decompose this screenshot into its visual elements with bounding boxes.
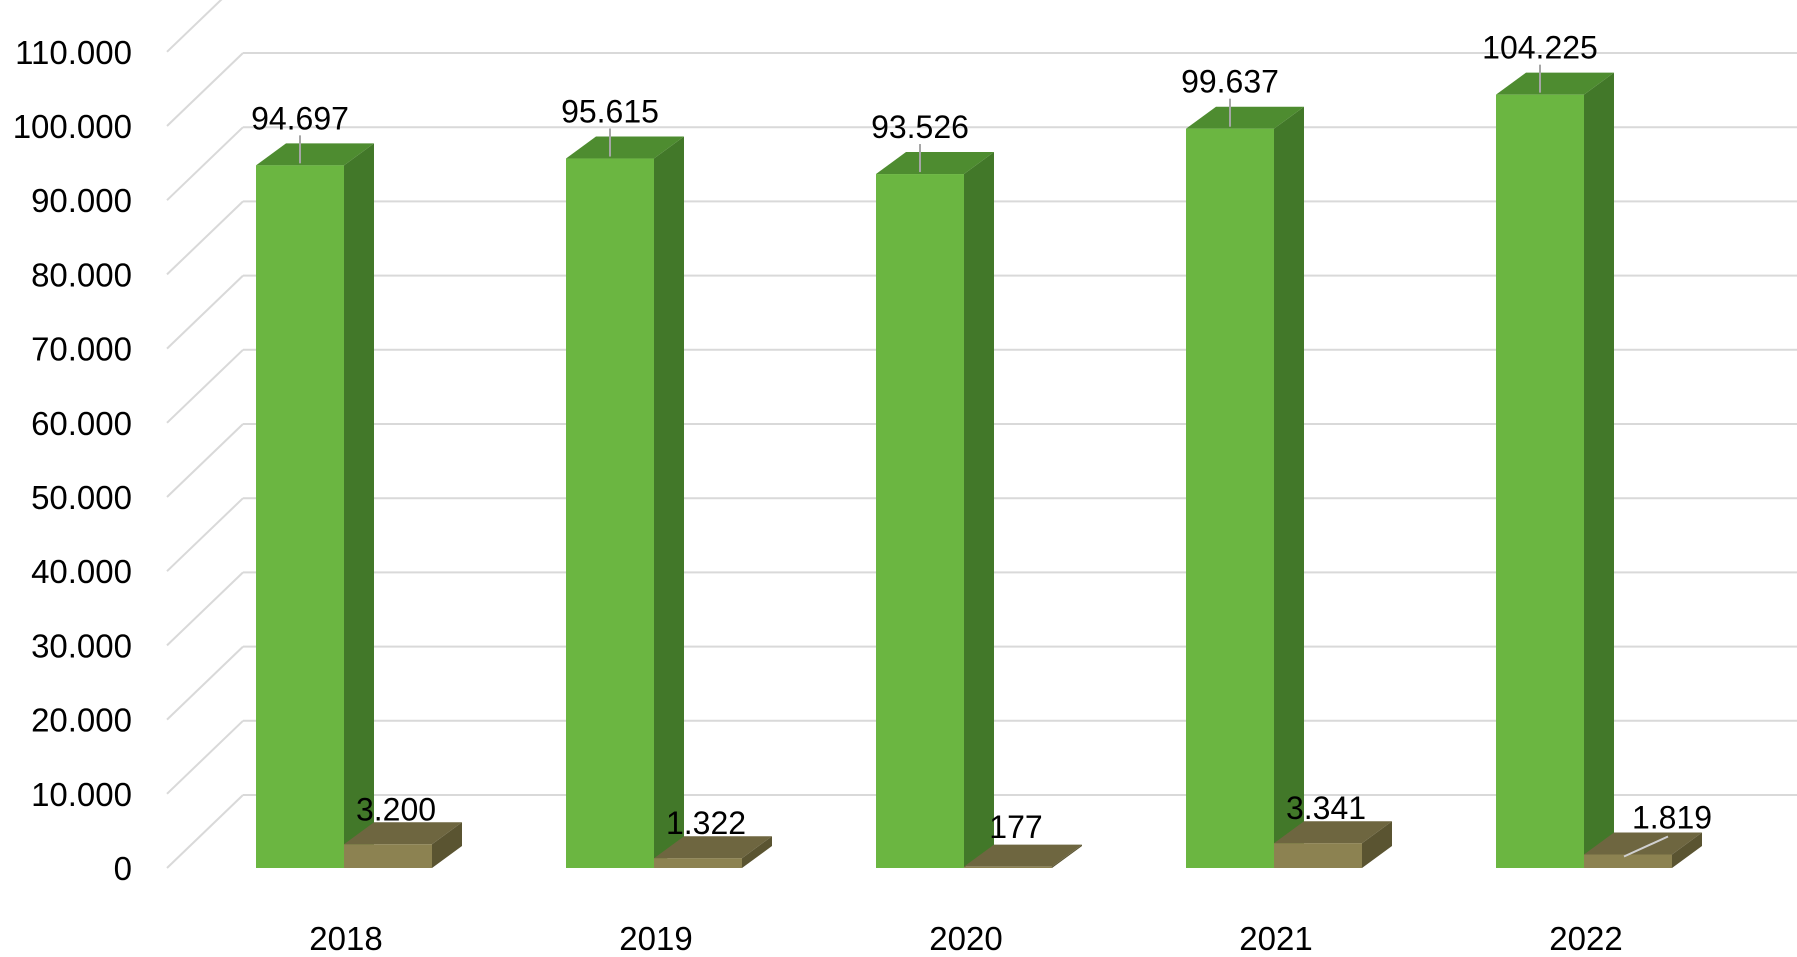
data-label: 93.526 [871,109,969,145]
bar-top [1496,72,1614,95]
gridline-depth [166,274,244,350]
bar-top [1584,832,1702,855]
bar-side [654,136,684,869]
bar [1186,128,1274,868]
x-axis: 2018 2019 2020 2021 2022 [309,920,1622,957]
bar-top [876,152,994,175]
x-tick-label: 2018 [309,920,382,957]
data-label: 95.615 [561,94,659,130]
bar-top [1274,821,1392,844]
gridline-depth [166,423,244,498]
bar-top [654,836,772,859]
y-tick-label: 100.000 [13,108,132,145]
bar-side [344,143,374,868]
y-tick-label: 40.000 [31,553,132,590]
data-label: 99.637 [1181,64,1279,100]
data-label: 1.819 [1632,800,1712,836]
data-label: 3.341 [1286,790,1366,826]
x-tick-label: 2022 [1549,920,1622,957]
gridline-depth [166,571,244,647]
gridline-depth [166,645,244,721]
gridline-depth [166,794,244,869]
gridline-depth [166,497,244,572]
y-tick-label: 90.000 [31,182,132,219]
bar-top [964,844,1082,867]
bar [964,866,1052,868]
bar-side [1584,72,1614,868]
y-tick-label: 0 [114,850,132,887]
bar [654,858,742,868]
gridline-depth [166,720,244,795]
y-tick-label: 70.000 [31,331,132,368]
bar-side [432,822,462,868]
bars [256,72,1702,869]
x-tick-label: 2019 [619,920,692,957]
x-tick-label: 2021 [1239,920,1312,957]
y-tick-label: 60.000 [31,405,132,442]
bar-side [1274,106,1304,868]
bar [876,174,964,868]
bar-side [964,152,994,868]
y-tick-label: 50.000 [31,479,132,516]
bar-top [1186,106,1304,129]
bar-side [1672,832,1702,868]
bar [1584,854,1672,868]
gridline-depth [166,52,244,127]
data-label: 94.697 [251,100,349,136]
bar [1274,843,1362,868]
data-labels: 94.697 3.200 95.615 1.322 93.526 177 99.637 3.3… [251,30,1712,858]
bar-side [1052,844,1082,868]
bar [1496,94,1584,868]
bar-top [344,822,462,845]
gridline-depth [166,0,223,53]
data-label: 177 [989,809,1042,845]
data-label: 104.225 [1482,30,1598,66]
bar-side [742,836,772,868]
y-tick-label: 10.000 [31,776,132,813]
y-tick-label: 30.000 [31,627,132,664]
gridline-depth [166,126,244,201]
leader-line [1623,835,1669,858]
y-tick-label: 80.000 [31,256,132,293]
y-axis: 0 10.000 20.000 30.000 40.000 50.000 60.000 70.… [13,34,132,887]
y-tick-label: 110.000 [15,34,132,71]
gridline-depth [166,349,244,424]
data-label: 3.200 [356,791,436,827]
bar [566,158,654,869]
bar-top [566,136,684,159]
bar [344,844,432,868]
y-tick-label: 20.000 [31,702,132,739]
bar [256,165,344,868]
gridline-depth [166,200,244,276]
x-tick-label: 2020 [929,920,1002,957]
data-label: 1.322 [666,805,746,841]
bar-side [1362,821,1392,868]
bar-top [256,143,374,166]
